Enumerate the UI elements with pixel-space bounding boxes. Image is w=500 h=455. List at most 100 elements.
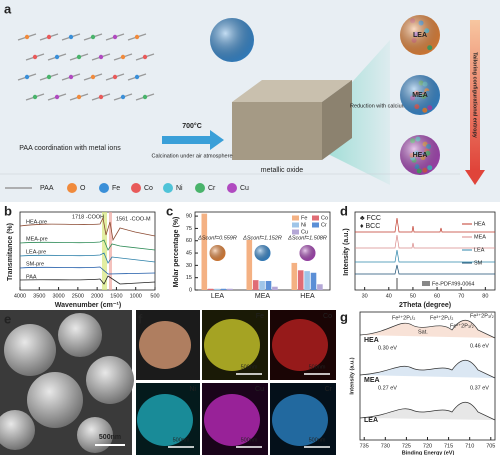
y-tick-label: 0 [189, 287, 192, 293]
bar [214, 288, 220, 290]
xps-curve [359, 401, 496, 421]
annotation: 1718 -COOH [72, 214, 104, 220]
map-label: Ni [189, 386, 196, 393]
legend-swatch [422, 281, 430, 286]
map-label: Cu [255, 386, 264, 393]
x-tick-label: 500 [150, 293, 159, 299]
y-axis-label: Molar percentage (%) [173, 217, 180, 288]
legend-swatch [195, 183, 205, 193]
legend-swatch [99, 183, 109, 193]
x-tick-label: 3000 [52, 293, 64, 299]
x-tick-label: 710 [465, 443, 474, 449]
ball-shade [400, 75, 440, 115]
scale-label: 500nm [309, 364, 326, 370]
spectrum [19, 275, 156, 285]
bar [304, 271, 310, 290]
map-label: Cr [325, 386, 333, 393]
panel-label: a [4, 1, 12, 16]
y-tick-label: 90 [186, 214, 192, 220]
bar [201, 213, 208, 290]
sample-label: MEA [364, 377, 380, 384]
legend-label: Fe [301, 215, 307, 221]
peak-label: Fe²⁺2P₁/₂ [392, 314, 415, 321]
atom [98, 54, 104, 60]
x-tick-label: 715 [444, 443, 453, 449]
bar [259, 280, 265, 290]
xps-curve [359, 359, 496, 379]
bar [227, 288, 233, 290]
atom [76, 94, 82, 100]
atom [46, 34, 52, 40]
atom [54, 94, 60, 100]
spectrum [19, 266, 156, 275]
atom [68, 34, 74, 40]
atom [134, 74, 140, 80]
annotation: ΔSconf=1.508R [287, 235, 327, 241]
highlight-band [102, 212, 107, 290]
alloy-label: HEA [413, 152, 428, 159]
satellite-label: Sat. [418, 329, 428, 335]
legend-swatch [67, 183, 77, 193]
x-tick-label: 735 [360, 443, 369, 449]
temperature: 700°C [182, 122, 202, 130]
ball-shade [400, 135, 440, 175]
annotation: 1561 -COO-M [116, 216, 151, 222]
scale-label: 500nm [241, 437, 258, 443]
annotation: ΔSconf=0.559R [197, 235, 237, 241]
legend-label: PAA [40, 185, 54, 192]
legend-label: Ni [176, 185, 183, 192]
legend-label: SM [474, 260, 483, 266]
entropy-arrow-head [465, 170, 485, 185]
legend-label: O [80, 185, 86, 192]
x-tick-label: 2500 [72, 293, 84, 299]
caption: Calcination under air atmosphere [151, 153, 232, 159]
x-tick-label: 80 [482, 293, 488, 299]
atom [24, 74, 30, 80]
marker-label: ♣ FCC [360, 215, 381, 222]
scale-label: 500nm [99, 434, 121, 441]
y-tick-label: 60 [186, 238, 192, 244]
atom [90, 34, 96, 40]
x-tick-label: 730 [381, 443, 390, 449]
shift-label: 0.37 eV [470, 385, 489, 391]
x-axis-label: Binding Energy (eV) [402, 450, 455, 455]
atom [46, 74, 52, 80]
x-tick-label: HEA [300, 293, 315, 300]
eds-maps [136, 310, 336, 455]
legend-label: Co [144, 185, 153, 192]
y-axis-label: Intensity (a.u.) [343, 228, 350, 275]
legend-swatch [312, 222, 319, 228]
legend-label: Cu [240, 185, 249, 192]
x-tick-label: 720 [423, 443, 432, 449]
panel-label: b [4, 203, 12, 218]
legend-label: Cu [301, 229, 308, 235]
oxide-top [232, 80, 352, 102]
atom [54, 54, 60, 60]
highlight-band [109, 212, 112, 290]
peak-label: Fe³⁺2P₃/₂ [470, 312, 494, 319]
x-tick-label: 3500 [33, 293, 45, 299]
scale-label: 500nm [173, 437, 190, 443]
x-tick-label: 725 [402, 443, 411, 449]
annotation: ΔSconf=1.152R [242, 235, 282, 241]
bar [220, 288, 227, 290]
legend-swatch [312, 215, 319, 221]
atom [68, 74, 74, 80]
atom [76, 54, 82, 60]
entropy-arrow [470, 20, 480, 170]
shift-label: 0.27 eV [378, 385, 397, 391]
bar [272, 286, 278, 290]
spectrum [19, 239, 156, 251]
shift-label: 0.46 eV [470, 343, 489, 349]
sample-label: LEA [364, 417, 378, 424]
marker-label: ♦ BCC [360, 223, 380, 230]
y-tick-label: 45 [186, 251, 192, 257]
curve-label: MEA-pre [26, 236, 48, 242]
x-tick-label: 705 [486, 443, 495, 449]
atom [134, 34, 140, 40]
legend-swatch [131, 183, 141, 193]
legend-label: Ni [301, 222, 306, 228]
y-axis-label: Intensity (a.u.) [349, 357, 355, 394]
spectrum [19, 252, 156, 264]
legend-swatch [163, 183, 173, 193]
